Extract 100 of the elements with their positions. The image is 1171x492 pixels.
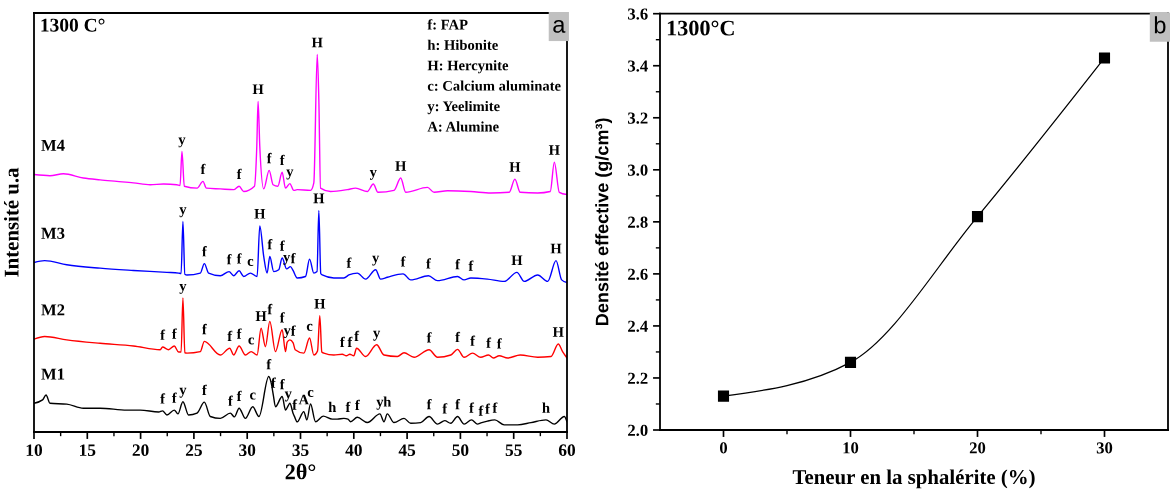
- y-tick-label: 2.8: [628, 216, 648, 228]
- annotation: y: [179, 283, 187, 294]
- point: [844, 356, 857, 368]
- annotation: f: [171, 328, 177, 339]
- annotation: h: [542, 402, 550, 413]
- annotation: f: [292, 399, 298, 410]
- text: f: FAP: [427, 19, 468, 30]
- x-tick-label: 50: [452, 444, 469, 457]
- annotation: H: [552, 327, 564, 337]
- y-tick-label: 3.4: [627, 60, 648, 72]
- annotation: H: [311, 37, 323, 48]
- x-tick-label: 10: [843, 442, 859, 454]
- annotation: f: [267, 303, 273, 315]
- annotation: f: [485, 403, 491, 414]
- series-label: M2: [41, 304, 65, 316]
- y-axis-title: Intensité u.a: [3, 167, 19, 277]
- annotation: f: [279, 154, 285, 166]
- annotation: b: [1154, 16, 1166, 34]
- annotation: y: [376, 399, 384, 410]
- annotation: f: [227, 330, 233, 341]
- text: a: [553, 19, 566, 33]
- x-tick-label: 30: [1096, 442, 1113, 454]
- x-tick-label: 55: [505, 444, 522, 457]
- annotation: y: [369, 169, 377, 180]
- annotation: f: [236, 390, 242, 401]
- annotation: f: [354, 330, 360, 341]
- annotation: y: [283, 328, 291, 338]
- y-tick-label: 2.4: [628, 320, 648, 332]
- annotation: f: [426, 332, 432, 343]
- y-axis-title: Densité effective (g/cm³): [595, 118, 613, 325]
- annotation: f: [202, 384, 207, 395]
- annotation: y: [179, 207, 187, 218]
- annotation: c: Calcium aluminate: [427, 80, 561, 91]
- annotation: f: [346, 257, 352, 268]
- x-tick-label: 30: [239, 444, 256, 457]
- x-tick-label: 35: [292, 444, 309, 457]
- annotation: f: [271, 377, 276, 388]
- annotation: y: [372, 255, 380, 266]
- annotation: f: [455, 398, 461, 410]
- annotation: y: [286, 169, 294, 180]
- x-tick-label: 20: [132, 444, 149, 457]
- series-label: M1: [41, 368, 65, 380]
- annotation: f: [236, 253, 242, 264]
- annotation: f: [470, 335, 476, 346]
- annotation: A: Alumine: [427, 121, 499, 132]
- annotation: f: [426, 258, 431, 269]
- annotation: f: [355, 399, 360, 411]
- series-label: M4: [41, 139, 65, 151]
- annotation: f: [279, 378, 285, 390]
- annotation: f: [228, 395, 233, 406]
- x-axis-title: Teneur en la sphalérite (%): [792, 469, 1035, 489]
- x-tick-label: 15: [80, 444, 96, 457]
- annotation: f: [236, 328, 242, 339]
- annotation: f: [468, 260, 474, 271]
- annotation: f: [171, 392, 177, 403]
- annotation: f: [202, 323, 207, 335]
- x-tick-label: 20: [969, 442, 986, 454]
- annotation: f: [496, 338, 502, 349]
- annotation: f: [426, 398, 432, 410]
- annotation: H: [509, 162, 521, 172]
- series-label: M3: [41, 227, 65, 239]
- annotation: f: [279, 312, 285, 323]
- annotation: H: [548, 145, 560, 155]
- annotation: c: [250, 392, 256, 400]
- annotation: f: [455, 331, 461, 343]
- x-axis-title: 2θ°: [285, 463, 316, 480]
- text: h: Hibonite: [427, 39, 498, 51]
- annotation: h: [328, 401, 337, 412]
- y-tick-label: 3.2: [627, 112, 648, 124]
- annotation: f: [478, 405, 484, 416]
- x-tick-label: 10: [26, 444, 43, 457]
- annotation: h: [383, 396, 392, 407]
- annotation: c: [306, 323, 313, 331]
- annotation: f: [236, 168, 242, 179]
- annotation: f: [455, 258, 461, 270]
- annotation: 1300°C: [667, 20, 734, 36]
- x-tick-label: 45: [398, 444, 416, 457]
- annotation: y: [179, 387, 187, 398]
- annotation: f: [345, 401, 351, 412]
- y-tick-label: 3.0: [627, 164, 648, 176]
- annotation: H: [550, 243, 562, 254]
- annotation: H: [255, 311, 267, 321]
- annotation: f: [442, 403, 448, 414]
- x-tick-label: 25: [185, 444, 202, 457]
- y-tick-label: 3.6: [627, 8, 648, 20]
- point: [971, 211, 984, 223]
- annotation: H: [511, 255, 523, 266]
- annotation: H: [395, 161, 407, 171]
- y-tick-label: 2.0: [628, 424, 648, 437]
- annotation: c: [307, 389, 314, 397]
- annotation: f: [400, 256, 406, 267]
- annotation: f: [266, 358, 272, 370]
- annotation: f: [486, 337, 492, 348]
- annotation: y: [373, 330, 381, 341]
- annotation: f: [290, 252, 296, 264]
- annotation: f: [290, 325, 296, 336]
- y-tick-label: 2.6: [628, 268, 648, 280]
- point: [1098, 52, 1111, 64]
- annotation: c: [247, 258, 254, 266]
- y-tick-label: 2.2: [628, 372, 648, 384]
